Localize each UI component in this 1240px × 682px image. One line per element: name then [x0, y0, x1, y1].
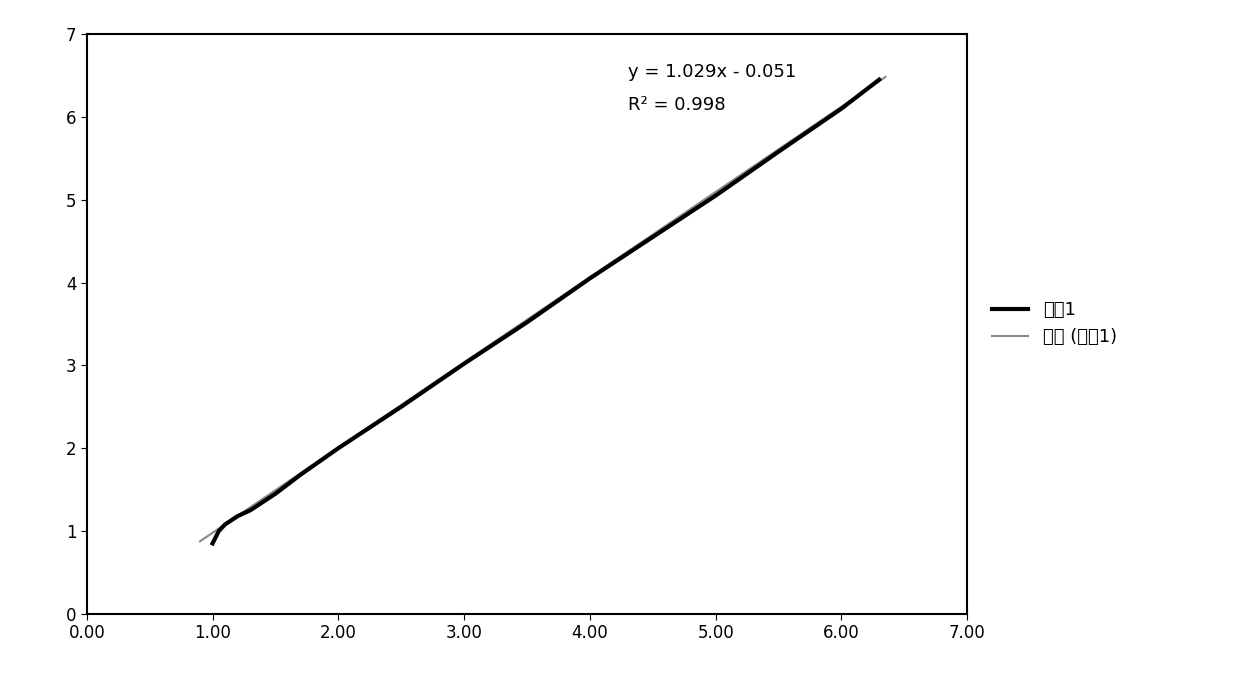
Text: y = 1.029x - 0.051: y = 1.029x - 0.051	[627, 63, 796, 81]
Text: R² = 0.998: R² = 0.998	[627, 96, 725, 114]
Legend: 系列1, 线性 (系列1): 系列1, 线性 (系列1)	[985, 294, 1125, 354]
